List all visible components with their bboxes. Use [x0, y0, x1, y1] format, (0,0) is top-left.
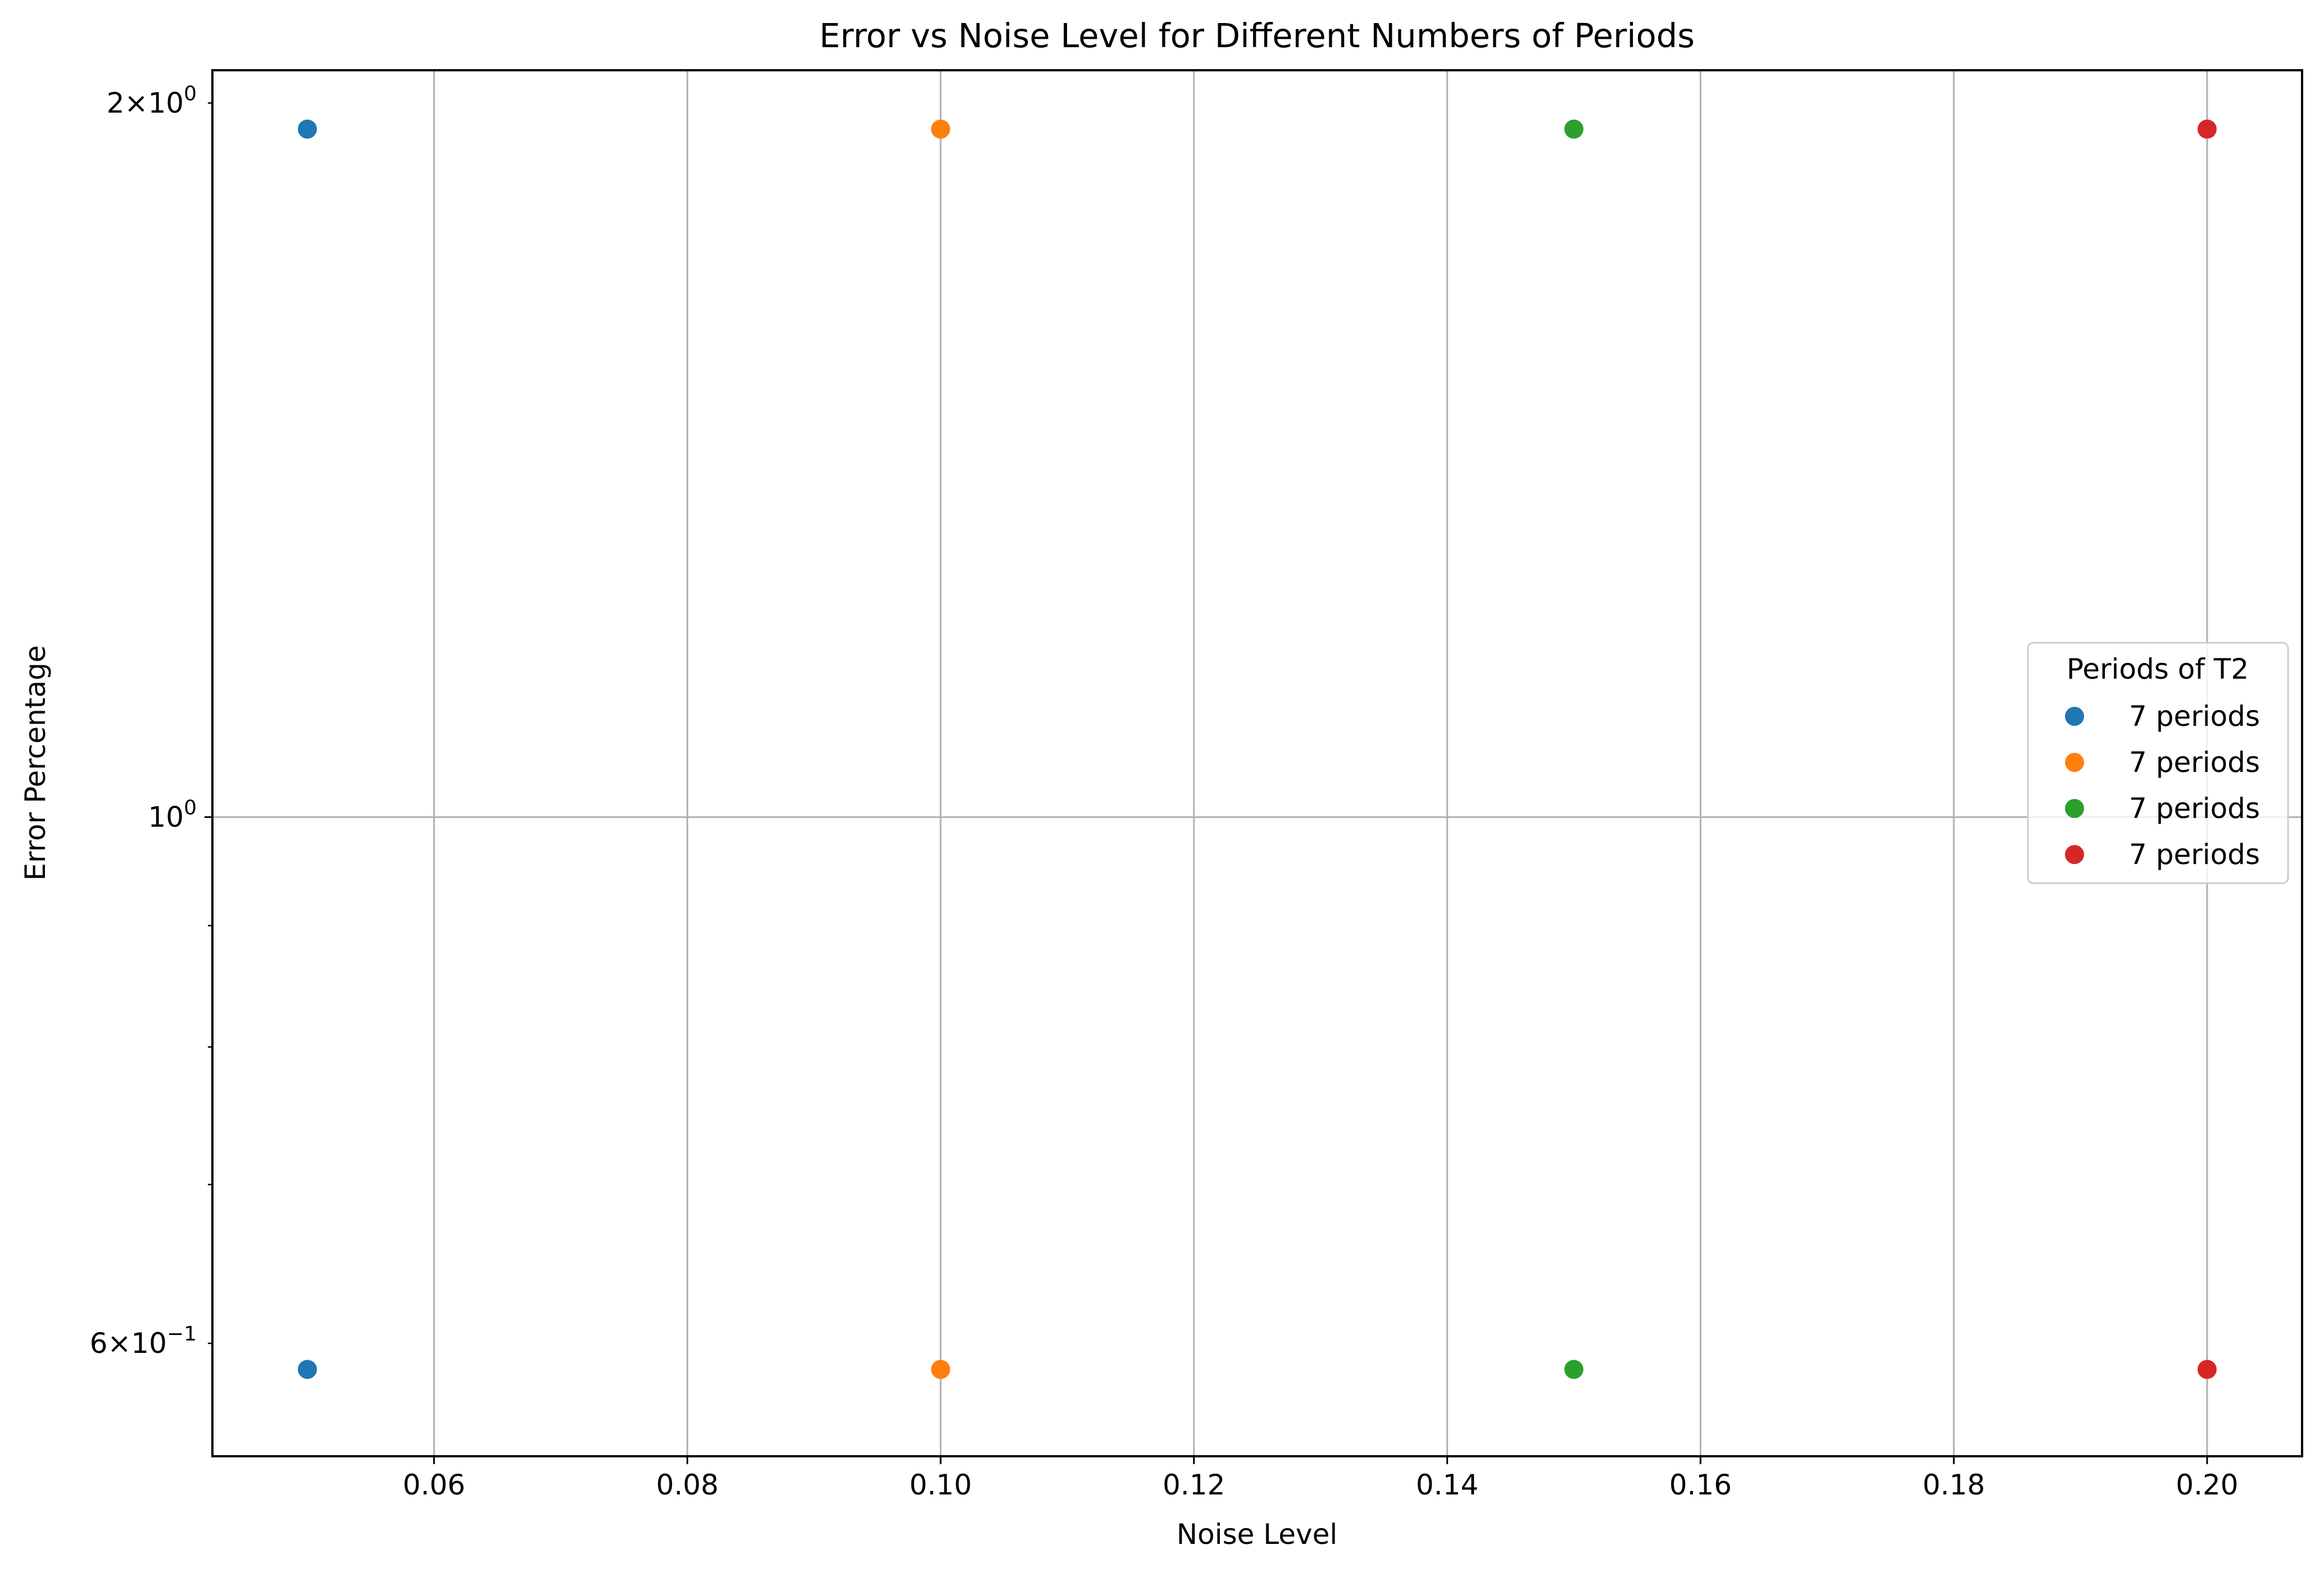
plot-frame [211, 69, 2303, 1457]
x-tick-label: 0.06 [403, 1469, 465, 1501]
y-tick-base: 10 [148, 87, 184, 119]
legend-marker [2065, 799, 2084, 818]
y-tick-base: 10 [131, 1327, 167, 1360]
data-point [1564, 1360, 1583, 1379]
y-tick-label: 6×10−1 [90, 1323, 197, 1360]
data-point [931, 119, 951, 139]
y-axis-label: Error Percentage [19, 645, 52, 880]
x-axis-label: Noise Level [1177, 1518, 1338, 1551]
x-tick-label: 0.20 [2176, 1469, 2238, 1501]
gridlines [212, 70, 2302, 1456]
legend-items: 7 periods 7 periods 7 periods 7 periods [2065, 700, 2260, 871]
legend-label: 7 periods [2129, 838, 2260, 871]
legend-marker [2065, 707, 2084, 726]
y-tick-base: 10 [148, 801, 184, 833]
x-tick-label: 0.18 [1923, 1469, 1985, 1501]
data-point [298, 119, 317, 139]
data-point [2197, 119, 2217, 139]
y-tick-exponent: 0 [184, 796, 197, 819]
x-tick-label: 0.10 [909, 1469, 972, 1501]
y-tick-exponent: −1 [167, 1323, 197, 1346]
data-point [2197, 1360, 2217, 1379]
y-tick-multiplier: 2× [107, 87, 148, 119]
y-tick-multiplier: 6× [90, 1327, 131, 1360]
data-point [298, 1360, 317, 1379]
y-tick-label: 100 [148, 796, 197, 833]
legend-label: 7 periods [2129, 746, 2260, 779]
x-tick-label: 0.08 [656, 1469, 719, 1501]
legend-label: 7 periods [2129, 700, 2260, 733]
legend-box [2027, 642, 2289, 884]
x-tick-label: 0.12 [1163, 1469, 1225, 1501]
legend-marker [2065, 845, 2084, 864]
data-point [931, 1360, 951, 1379]
x-axis: 0.06 0.08 0.10 0.12 0.14 0.16 0.18 0.20 [403, 1456, 2239, 1501]
data-points [298, 119, 2217, 1379]
y-tick-label: 2×100 [107, 82, 197, 119]
legend-title: Periods of T2 [2067, 653, 2249, 685]
y-tick-exponent: 0 [184, 82, 197, 105]
chart-title: Error vs Noise Level for Different Numbe… [819, 16, 1695, 55]
legend-marker [2065, 753, 2084, 772]
data-point [1564, 119, 1583, 139]
x-tick-label: 0.16 [1669, 1469, 1732, 1501]
x-tick-label: 0.14 [1416, 1469, 1478, 1501]
legend-label: 7 periods [2129, 792, 2260, 825]
